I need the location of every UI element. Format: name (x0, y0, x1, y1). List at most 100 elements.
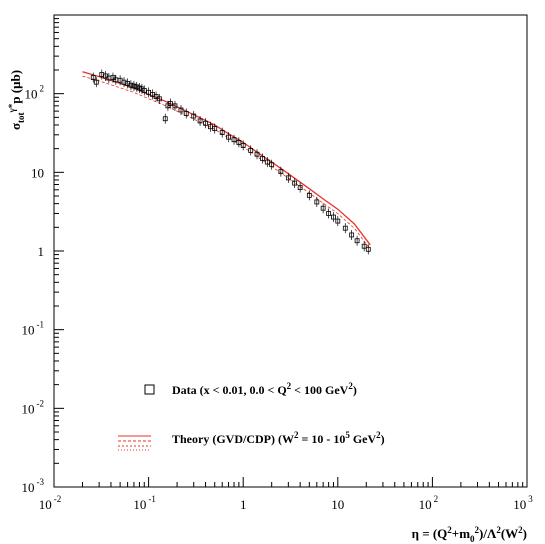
tick-exp: -2 (54, 494, 62, 504)
text-part: 2 (496, 525, 501, 535)
tick-base: 10 (419, 497, 432, 512)
theory-line-dashed (82, 75, 371, 250)
data-point (361, 243, 367, 249)
tick-base: 10 (331, 497, 344, 512)
data-point (131, 83, 137, 89)
y-tick-label: 10 -2 (22, 398, 45, 416)
text-part: ) (381, 432, 385, 446)
text-part: Data (x < 0.01, 0.0 < Q (172, 383, 287, 397)
text-part: 5 (345, 430, 350, 440)
x-tick-label: 1 (240, 497, 247, 512)
tick-base: 10 (513, 497, 526, 512)
text-part: σ (8, 123, 23, 130)
tick-exp: 3 (528, 494, 533, 504)
y-tick-label: 1 (38, 244, 45, 259)
data-point (354, 238, 360, 244)
data-point (93, 79, 99, 85)
y-axis-title: σtotγ*p (μb) (7, 70, 26, 130)
data-point (183, 111, 189, 116)
data-point (197, 118, 203, 124)
data-point (219, 130, 225, 135)
text-part: 2 (287, 381, 292, 391)
data-point (137, 85, 142, 91)
text-part: (W (501, 526, 518, 541)
data-point (172, 103, 178, 109)
tick-base: 10 (22, 480, 35, 495)
data-point (178, 107, 184, 113)
tick-exp: -1 (148, 494, 156, 504)
data-point (231, 137, 237, 143)
text-part: tot (16, 112, 26, 123)
tick-exp: -2 (37, 398, 45, 408)
theory-line (82, 71, 371, 246)
tick-exp: 2 (434, 494, 439, 504)
data-point (128, 82, 134, 88)
text-part: p (μb) (8, 70, 23, 104)
legend-marker-data (144, 384, 155, 395)
x-tick-label: 10 3 (513, 494, 533, 512)
tick-base: 10 (25, 87, 38, 102)
text-part: Theory (GVD/CDP) (W (172, 432, 294, 446)
data-point (335, 218, 341, 224)
text-part: ) (353, 383, 357, 397)
data-point (292, 180, 298, 186)
text-part: γ* (7, 103, 17, 113)
text-part: 2 (294, 430, 299, 440)
data-point (121, 79, 127, 85)
tick-base: 10 (39, 497, 52, 512)
tick-base: 10 (22, 323, 35, 338)
tick-base: 1 (38, 244, 45, 259)
data-point (331, 214, 336, 220)
y-tick-label: 10 -1 (22, 320, 45, 338)
data-point (134, 84, 140, 90)
data-point (297, 185, 303, 190)
tick-exp: -3 (37, 477, 45, 487)
y-tick-label: 10 -3 (22, 477, 45, 495)
text-part: )/Λ (479, 526, 497, 541)
text-part: 2 (447, 525, 452, 535)
data-point (212, 126, 218, 131)
text-part: 2 (348, 381, 353, 391)
data-point (236, 140, 242, 145)
tick-base: 10 (31, 165, 44, 180)
text-part: +m (452, 526, 470, 541)
x-axis-title: η = (Q2+m02)/Λ2(W2) (412, 525, 527, 544)
data-point (90, 75, 96, 81)
data-point (306, 192, 312, 198)
text-part: GeV (350, 432, 377, 446)
data-point (349, 232, 355, 238)
tick-exp: 2 (40, 84, 45, 94)
data-point (365, 246, 371, 252)
data-point (254, 151, 260, 157)
text-part: 0 (470, 534, 475, 544)
data-point (162, 116, 168, 122)
text-part: = 10 - 10 (298, 432, 345, 446)
x-axis: 10 -2 10 -1 1 10 10 2 10 3 (39, 477, 533, 512)
series-layer (82, 69, 371, 255)
x-tick-label: 10 (331, 497, 344, 512)
plot-frame (53, 14, 528, 488)
data-point (264, 159, 270, 165)
text-part: ) (523, 526, 527, 541)
data-point (285, 175, 291, 181)
data-point (156, 96, 162, 102)
data-point (320, 205, 326, 211)
x-tick-label: 10 2 (419, 494, 439, 512)
data-point (226, 134, 231, 140)
y-tick-label: 10 2 (25, 84, 45, 102)
y-tick-label: 10 (31, 165, 44, 180)
tick-exp: -1 (37, 320, 45, 330)
data-point (314, 199, 320, 205)
tick-base: 1 (240, 497, 247, 512)
legend-label-data: Data (x < 0.01, 0.0 < Q2 < 100 GeV2) (172, 381, 357, 397)
x-tick-label: 10 -2 (39, 494, 62, 512)
text-part: 2 (475, 525, 480, 535)
legend: Data (x < 0.01, 0.0 < Q2 < 100 GeV2) Theo… (118, 381, 385, 451)
tick-base: 10 (22, 401, 35, 416)
data-point (269, 162, 275, 168)
data-point (260, 156, 265, 161)
data-point (191, 113, 197, 119)
text-part: 2 (376, 430, 381, 440)
data-point (168, 101, 173, 106)
